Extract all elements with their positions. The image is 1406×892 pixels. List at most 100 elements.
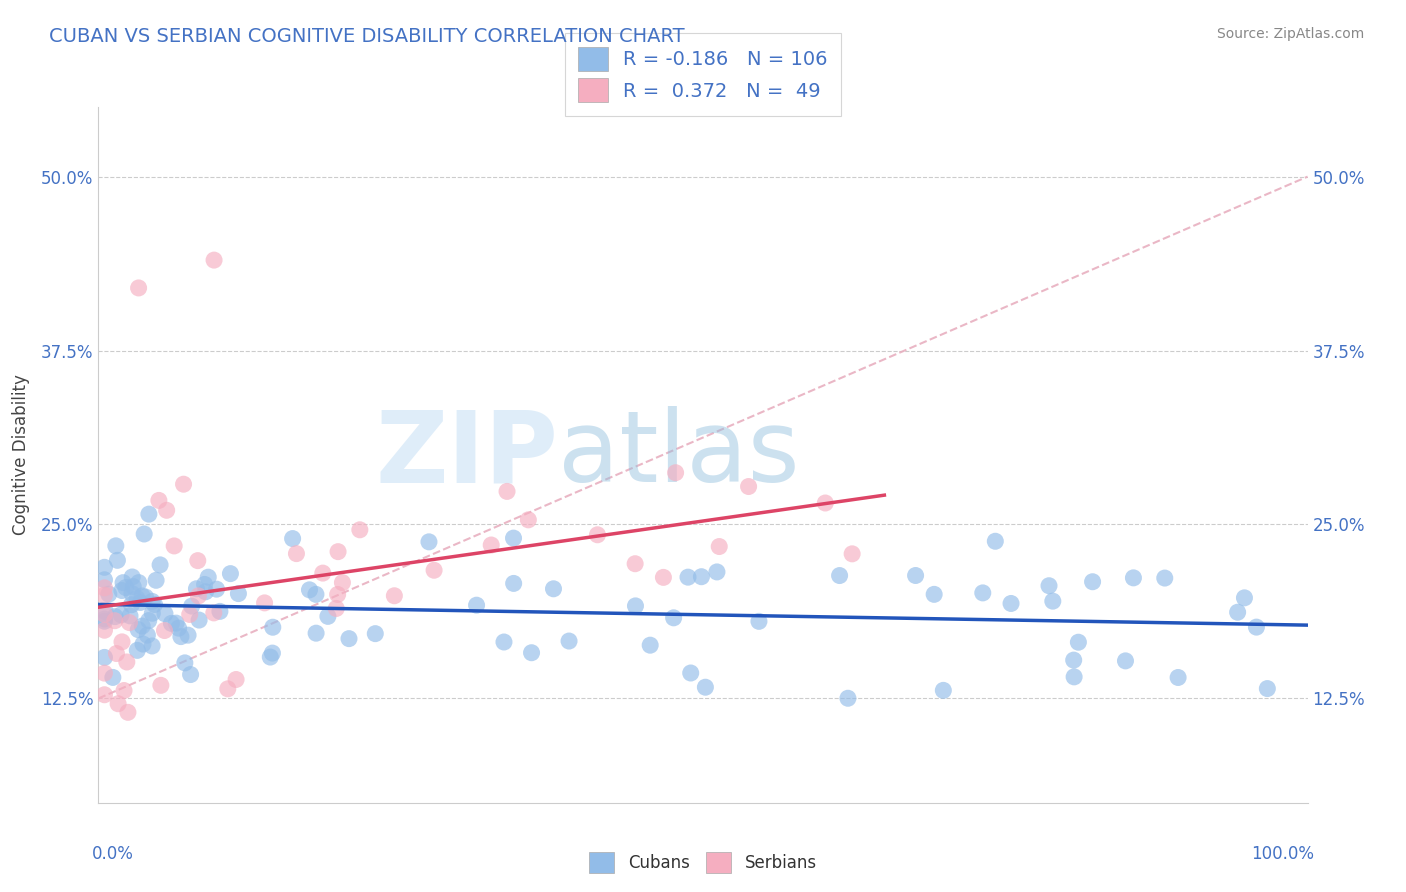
Point — [141, 594, 163, 608]
Point — [665, 466, 688, 480]
Point — [828, 568, 851, 582]
Point — [205, 582, 228, 596]
Text: Source: ZipAtlas.com: Source: ZipAtlas.com — [1216, 27, 1364, 41]
Text: CUBAN VS SERBIAN COGNITIVE DISABILITY CORRELATION CHART: CUBAN VS SERBIAN COGNITIVE DISABILITY CO… — [49, 27, 685, 45]
Point — [298, 582, 321, 597]
Point — [194, 584, 217, 599]
Point — [94, 605, 117, 619]
Point — [465, 598, 488, 612]
Text: 0.0%: 0.0% — [93, 845, 134, 863]
Point — [349, 523, 371, 537]
Point — [841, 547, 863, 561]
Point — [107, 697, 129, 711]
Point — [922, 587, 945, 601]
Point — [148, 493, 170, 508]
Point — [1063, 653, 1085, 667]
Point — [984, 534, 1007, 549]
Point — [143, 598, 166, 612]
Point — [110, 607, 132, 622]
Point — [679, 665, 702, 680]
Point — [167, 621, 190, 635]
Point — [676, 570, 699, 584]
Point — [153, 607, 176, 621]
Point — [748, 615, 770, 629]
Point — [652, 570, 675, 584]
Point — [93, 688, 115, 702]
Point — [837, 691, 859, 706]
Point — [662, 611, 685, 625]
Point — [259, 650, 281, 665]
Point — [326, 544, 349, 558]
Point — [188, 613, 211, 627]
Point — [121, 598, 143, 612]
Point — [1042, 594, 1064, 608]
Point — [129, 595, 152, 609]
Text: 100.0%: 100.0% — [1250, 845, 1313, 863]
Point — [101, 670, 124, 684]
Point — [180, 599, 202, 614]
Point — [1167, 671, 1189, 685]
Point — [149, 678, 172, 692]
Point — [492, 635, 515, 649]
Point — [262, 620, 284, 634]
Point — [107, 553, 129, 567]
Point — [543, 582, 565, 596]
Point — [104, 614, 127, 628]
Point — [104, 609, 127, 624]
Point — [121, 570, 143, 584]
Point — [93, 573, 115, 587]
Text: atlas: atlas — [558, 407, 800, 503]
Point — [121, 587, 143, 601]
Point — [1114, 654, 1136, 668]
Point — [1153, 571, 1175, 585]
Point — [149, 558, 172, 572]
Point — [337, 632, 360, 646]
Legend: Cubans, Serbians: Cubans, Serbians — [582, 846, 824, 880]
Point — [163, 539, 186, 553]
Point — [624, 557, 647, 571]
Point — [558, 634, 581, 648]
Point — [128, 281, 150, 295]
Point — [695, 680, 717, 694]
Point — [173, 477, 195, 491]
Point — [131, 589, 153, 603]
Point — [93, 581, 115, 595]
Point — [93, 588, 115, 602]
Point — [117, 706, 139, 720]
Point — [93, 650, 115, 665]
Point — [904, 568, 927, 582]
Point — [1122, 571, 1144, 585]
Point — [217, 681, 239, 696]
Point — [160, 616, 183, 631]
Point — [228, 586, 250, 600]
Point — [706, 565, 728, 579]
Point — [173, 656, 195, 670]
Point — [128, 575, 150, 590]
Point — [1038, 579, 1060, 593]
Point — [326, 587, 349, 601]
Point — [305, 587, 328, 601]
Point — [125, 591, 148, 606]
Point — [202, 606, 225, 620]
Point — [187, 589, 209, 603]
Point — [170, 630, 193, 644]
Point — [316, 609, 339, 624]
Point — [1000, 597, 1022, 611]
Point — [145, 574, 167, 588]
Text: ZIP: ZIP — [375, 407, 558, 503]
Point — [153, 624, 176, 638]
Point — [114, 581, 136, 595]
Point — [202, 253, 225, 268]
Point — [418, 534, 440, 549]
Point — [138, 507, 160, 521]
Point — [502, 531, 524, 545]
Point — [496, 484, 519, 499]
Point — [141, 639, 163, 653]
Point — [1067, 635, 1090, 649]
Point — [118, 608, 141, 623]
Point — [932, 683, 955, 698]
Point — [127, 623, 149, 637]
Point — [624, 599, 647, 613]
Point — [1233, 591, 1256, 605]
Point — [638, 638, 661, 652]
